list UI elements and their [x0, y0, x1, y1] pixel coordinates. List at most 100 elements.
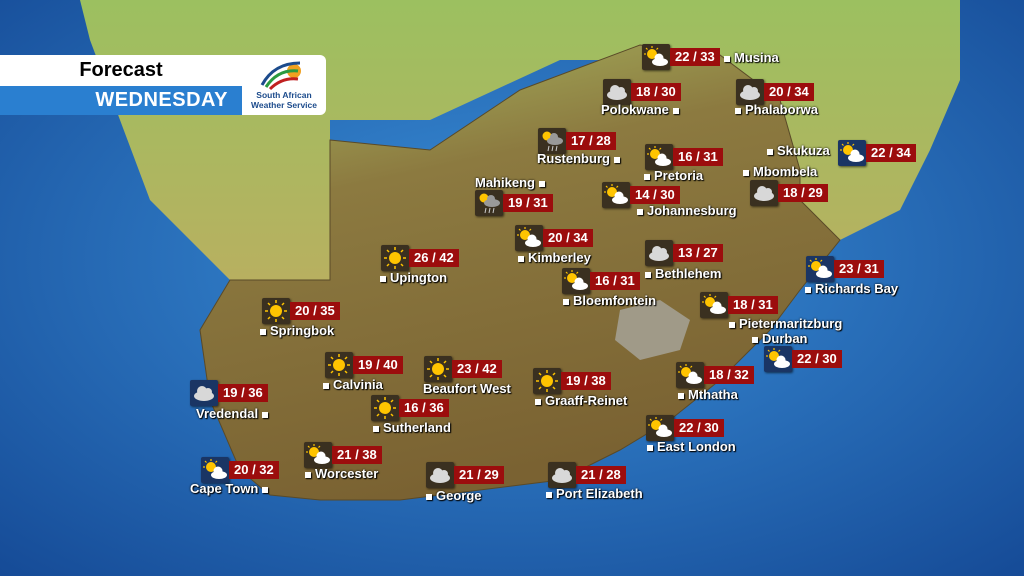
city-name: Bloemfontein: [573, 293, 657, 308]
city-marker: [563, 298, 569, 305]
temperature-range: 23 / 42: [452, 360, 502, 378]
header-title: Forecast: [0, 55, 242, 86]
city-label: Polokwane: [601, 102, 683, 117]
city-name: Richards Bay: [815, 281, 899, 296]
city-marker: [323, 382, 329, 389]
temperature-range: 20 / 32: [229, 461, 279, 479]
city-name: Pretoria: [654, 168, 704, 183]
sunny-icon: [262, 298, 290, 324]
cloudy-icon: [750, 180, 778, 206]
temperature-range: 16 / 31: [673, 148, 723, 166]
city-name: Bethlehem: [655, 266, 722, 281]
city-name: Skukuza: [777, 143, 830, 158]
sunny-icon: [325, 352, 353, 378]
cloudy-icon: [603, 79, 631, 105]
city-marker: [805, 286, 811, 293]
city-name: Graaff-Reinet: [545, 393, 628, 408]
cloudy-icon: [736, 79, 764, 105]
city-marker: [518, 255, 524, 262]
city-label: Phalaborwa: [731, 102, 818, 117]
temperature-range: 18 / 32: [704, 366, 754, 384]
city-marker: [637, 208, 643, 215]
city-label: Rustenburg: [537, 151, 624, 166]
logo-line1: South African: [256, 90, 312, 100]
temperature-range: 22 / 30: [792, 350, 842, 368]
city-name: Rustenburg: [537, 151, 610, 166]
city-label: Worcester: [301, 466, 378, 481]
city-marker: [729, 321, 735, 328]
temperature-range: 21 / 29: [454, 466, 504, 484]
city-marker: [260, 328, 266, 335]
city-label: Calvinia: [319, 377, 383, 392]
city-name: Worcester: [315, 466, 379, 481]
thunder-showers-icon: [475, 190, 503, 216]
city-label: Pretoria: [640, 168, 703, 183]
temperature-range: 23 / 31: [834, 260, 884, 278]
city-marker: [767, 148, 773, 155]
city-label: Johannesburg: [633, 203, 737, 218]
temperature-range: 19 / 38: [561, 372, 611, 390]
city-marker: [546, 491, 552, 498]
city-marker: [613, 156, 620, 163]
city-name: Mahikeng: [475, 175, 535, 190]
city-name: Vredendal: [196, 406, 259, 421]
partly-cloudy-icon: [646, 415, 674, 441]
city-name: Polokwane: [601, 102, 669, 117]
city-name: Musina: [734, 50, 779, 65]
cloudy-icon: [548, 462, 576, 488]
city-label: Richards Bay: [801, 281, 898, 296]
city-marker: [672, 107, 679, 114]
header-day: WEDNESDAY: [0, 86, 242, 115]
city-label: Springbok: [256, 323, 334, 338]
city-marker: [752, 336, 758, 343]
temperature-range: 18 / 31: [728, 296, 778, 314]
partly-cloudy-icon: [764, 346, 792, 372]
temperature-range: 13 / 27: [673, 244, 723, 262]
city-marker: [426, 493, 432, 500]
city-name: Port Elizabeth: [556, 486, 643, 501]
city-marker: [724, 55, 730, 62]
city-name: Calvinia: [333, 377, 383, 392]
partly-cloudy-icon: [645, 144, 673, 170]
city-label: East London: [643, 439, 736, 454]
city-name: Kimberley: [528, 250, 591, 265]
city-label: Vredendal: [196, 406, 272, 421]
partly-cloudy-icon: [700, 292, 728, 318]
temperature-range: 19 / 31: [503, 194, 553, 212]
city-marker: [644, 173, 650, 180]
city-marker: [743, 169, 749, 176]
temperature-range: 21 / 28: [576, 466, 626, 484]
city-marker: [373, 425, 379, 432]
city-label: George: [422, 488, 482, 503]
thunder-showers-icon: [538, 128, 566, 154]
lesotho: [615, 300, 690, 360]
city-marker: [262, 486, 269, 493]
temperature-range: 22 / 34: [866, 144, 916, 162]
city-label: Pietermaritzburg: [725, 316, 842, 331]
city-name: Cape Town: [190, 481, 259, 496]
cloudy-icon: [190, 380, 218, 406]
partly-cloudy-icon: [602, 182, 630, 208]
city-name: Mbombela: [753, 164, 818, 179]
city-label: Graaff-Reinet: [531, 393, 627, 408]
cloudy-icon: [426, 462, 454, 488]
temperature-range: 17 / 28: [566, 132, 616, 150]
partly-cloudy-icon: [806, 256, 834, 282]
partly-cloudy-icon: [562, 268, 590, 294]
city-label: Mahikeng: [475, 175, 549, 190]
city-label: Beaufort West: [423, 381, 511, 396]
city-label: Kimberley: [514, 250, 591, 265]
city-name: Pietermaritzburg: [739, 316, 843, 331]
city-marker: [380, 275, 386, 282]
forecast-header: Forecast WEDNESDAY South African Weather …: [0, 55, 326, 115]
logo-line2: Weather Service: [251, 100, 317, 110]
temperature-range: 22 / 33: [670, 48, 720, 66]
partly-cloudy-icon: [304, 442, 332, 468]
partly-cloudy-icon: [642, 44, 670, 70]
city-label: Sutherland: [369, 420, 451, 435]
city-marker: [678, 392, 684, 399]
sunny-icon: [533, 368, 561, 394]
temperature-range: 14 / 30: [630, 186, 680, 204]
temperature-range: 19 / 36: [218, 384, 268, 402]
temperature-range: 18 / 30: [631, 83, 681, 101]
